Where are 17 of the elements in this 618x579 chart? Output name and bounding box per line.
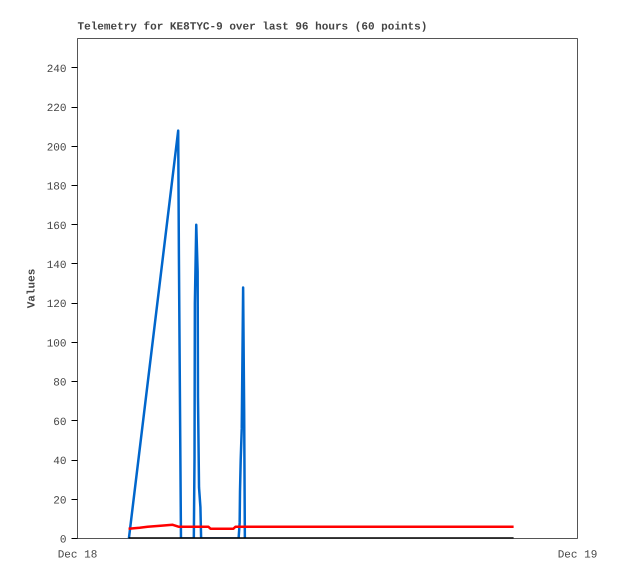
y-tick-label: 0 [60,534,67,546]
chart-title: Telemetry for KE8TYC-9 over last 96 hours (60 points) [78,20,428,34]
y-tick-label: 60 [53,416,66,429]
y-axis-title: Values [26,268,39,308]
x-tick-label: Dec 19 [558,550,598,562]
y-tick-label: 220 [46,103,67,116]
y-tick-label: 120 [46,299,67,312]
y-tick-label: 200 [46,142,67,154]
y-tick-label: 240 [46,64,67,76]
y-tick-label: 20 [53,495,66,508]
x-tick-label: Dec 18 [58,550,98,562]
y-tick-label: 100 [46,338,67,350]
y-tick-label: 140 [46,260,67,272]
y-tick-label: 80 [53,378,66,390]
y-tick-label: 40 [53,456,66,468]
y-tick-label: 160 [46,220,67,233]
y-tick-label: 180 [46,182,67,194]
